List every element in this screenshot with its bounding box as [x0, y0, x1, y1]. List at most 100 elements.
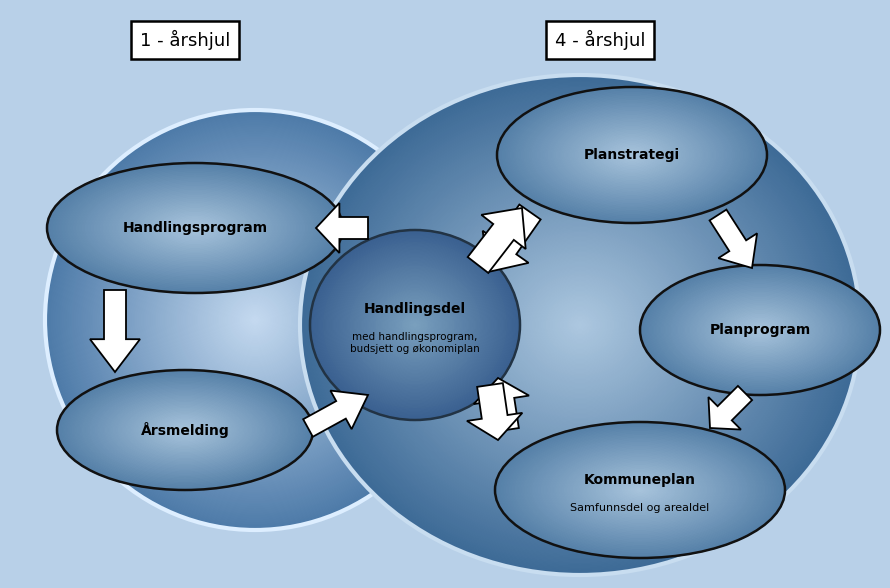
Ellipse shape — [440, 200, 720, 450]
Ellipse shape — [317, 236, 513, 414]
Text: 1 - årshjul: 1 - årshjul — [140, 30, 231, 50]
Ellipse shape — [368, 282, 462, 368]
Ellipse shape — [551, 114, 713, 196]
Ellipse shape — [563, 310, 597, 340]
Ellipse shape — [72, 377, 297, 483]
Ellipse shape — [126, 402, 244, 457]
Ellipse shape — [79, 178, 311, 279]
Ellipse shape — [127, 198, 263, 258]
Ellipse shape — [194, 259, 316, 381]
Ellipse shape — [189, 225, 201, 230]
Ellipse shape — [169, 234, 341, 406]
Ellipse shape — [109, 191, 281, 266]
Ellipse shape — [596, 470, 684, 510]
Ellipse shape — [106, 393, 264, 467]
Ellipse shape — [154, 219, 356, 421]
Ellipse shape — [509, 429, 771, 551]
Ellipse shape — [599, 471, 681, 509]
Ellipse shape — [592, 135, 673, 175]
Ellipse shape — [234, 299, 276, 341]
Ellipse shape — [133, 201, 257, 255]
Ellipse shape — [587, 466, 692, 514]
Ellipse shape — [685, 290, 835, 370]
Ellipse shape — [403, 168, 756, 483]
Ellipse shape — [406, 317, 424, 333]
Ellipse shape — [640, 265, 880, 395]
Ellipse shape — [532, 105, 732, 205]
Ellipse shape — [515, 432, 765, 549]
Ellipse shape — [168, 216, 222, 240]
Ellipse shape — [482, 238, 678, 413]
Ellipse shape — [85, 383, 285, 477]
Ellipse shape — [182, 246, 328, 393]
Ellipse shape — [77, 380, 293, 480]
Ellipse shape — [671, 282, 849, 378]
Ellipse shape — [104, 169, 406, 471]
Ellipse shape — [403, 314, 427, 336]
Ellipse shape — [117, 182, 393, 459]
Ellipse shape — [87, 152, 423, 488]
Ellipse shape — [756, 328, 765, 333]
Ellipse shape — [722, 309, 798, 351]
Ellipse shape — [674, 283, 846, 377]
Ellipse shape — [538, 288, 622, 362]
Ellipse shape — [366, 280, 464, 369]
Ellipse shape — [174, 425, 195, 435]
Ellipse shape — [52, 116, 458, 524]
Ellipse shape — [364, 279, 465, 371]
Ellipse shape — [180, 245, 330, 396]
Ellipse shape — [339, 110, 821, 540]
Ellipse shape — [443, 202, 717, 447]
Ellipse shape — [616, 147, 648, 163]
Ellipse shape — [432, 192, 728, 457]
Ellipse shape — [498, 423, 782, 557]
Ellipse shape — [611, 144, 653, 166]
Ellipse shape — [72, 138, 438, 503]
Ellipse shape — [746, 322, 774, 338]
Ellipse shape — [359, 128, 801, 523]
Ellipse shape — [83, 179, 307, 278]
Ellipse shape — [611, 476, 669, 503]
Ellipse shape — [676, 285, 844, 376]
Ellipse shape — [329, 248, 501, 403]
Ellipse shape — [91, 156, 419, 484]
Ellipse shape — [78, 143, 432, 496]
Ellipse shape — [629, 153, 635, 156]
Ellipse shape — [700, 298, 820, 362]
Ellipse shape — [142, 206, 368, 433]
Ellipse shape — [360, 276, 469, 374]
Ellipse shape — [380, 293, 450, 357]
Ellipse shape — [637, 489, 643, 492]
Ellipse shape — [171, 218, 219, 238]
Ellipse shape — [118, 183, 392, 456]
Ellipse shape — [398, 162, 762, 487]
Ellipse shape — [370, 138, 790, 513]
Ellipse shape — [724, 310, 796, 349]
Ellipse shape — [384, 296, 447, 353]
Ellipse shape — [242, 308, 268, 333]
Text: Planstrategi: Planstrategi — [584, 148, 680, 162]
Ellipse shape — [61, 127, 449, 513]
Ellipse shape — [186, 224, 204, 232]
Ellipse shape — [550, 448, 730, 532]
Ellipse shape — [524, 275, 636, 375]
Ellipse shape — [77, 142, 433, 499]
Ellipse shape — [165, 230, 345, 410]
Ellipse shape — [376, 142, 784, 507]
Ellipse shape — [174, 219, 215, 237]
Ellipse shape — [68, 172, 322, 284]
Ellipse shape — [317, 90, 843, 560]
Ellipse shape — [171, 236, 339, 404]
Ellipse shape — [328, 100, 832, 550]
Polygon shape — [473, 378, 529, 432]
Ellipse shape — [385, 298, 445, 352]
Ellipse shape — [85, 180, 304, 276]
Ellipse shape — [162, 419, 208, 441]
Ellipse shape — [344, 115, 815, 535]
Ellipse shape — [548, 113, 716, 197]
Ellipse shape — [513, 265, 647, 385]
Ellipse shape — [94, 184, 295, 272]
Ellipse shape — [627, 152, 637, 158]
Ellipse shape — [465, 222, 695, 427]
Ellipse shape — [123, 188, 387, 452]
